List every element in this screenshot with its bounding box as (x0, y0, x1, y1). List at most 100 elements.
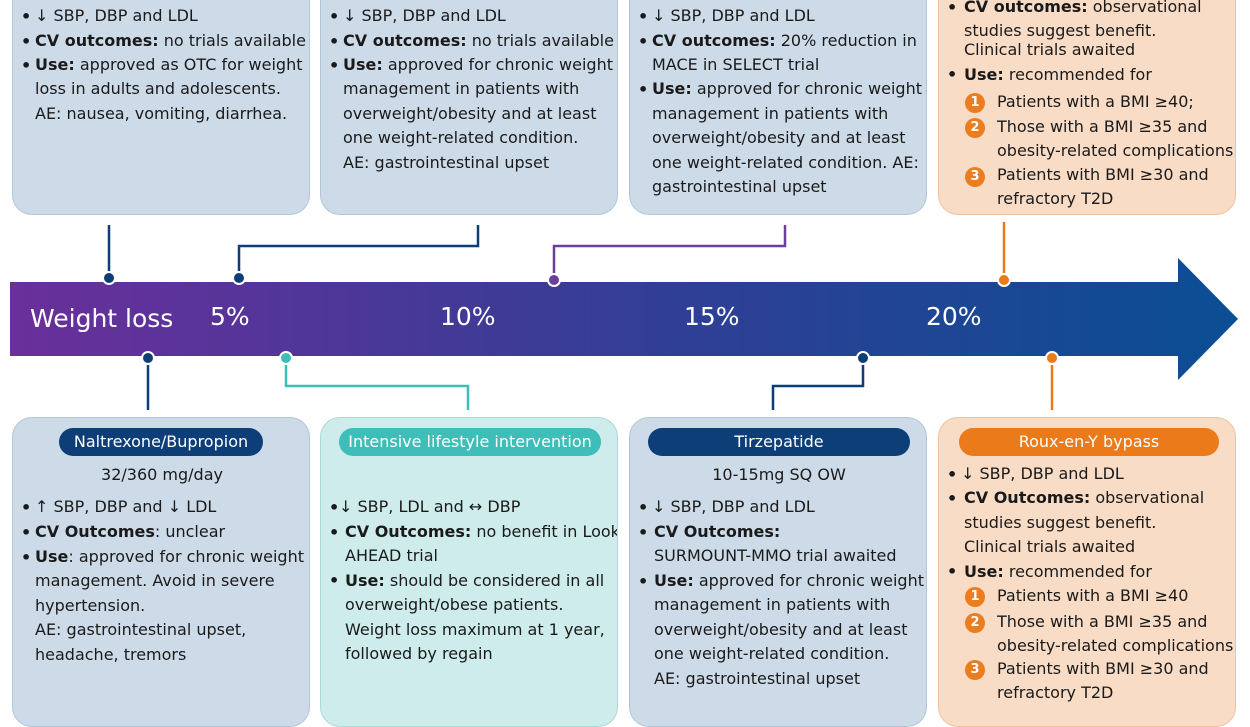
both-arrow-icon: ↔ (468, 497, 483, 516)
bottom-card-3-line-7: one weight-related condition. (654, 644, 890, 663)
down-arrow-icon: ↓ (652, 497, 666, 516)
bullet-icon: • (638, 32, 649, 51)
top-card-3-line-3: MACE in SELECT trial (652, 55, 820, 74)
bullet-icon: • (21, 32, 32, 51)
bottom-card-1-cv-text: : unclear (154, 522, 226, 541)
bottom-card-2-line-3: AHEAD trial (345, 546, 438, 565)
top-card-2-line-1: SBP, DBP and LDL (361, 6, 506, 25)
bottom-card-4-item-1: Patients with a BMI ≥40 (997, 586, 1189, 605)
bottom-card-4-line-4: Clinical trials awaited (964, 537, 1136, 556)
bottom-card-1-line-7: headache, tremors (35, 645, 187, 664)
top-card-4-item-1: Patients with a BMI ≥40; (997, 92, 1194, 111)
top-card-3-line-1: SBP, DBP and LDL (670, 6, 815, 25)
bullet-icon: • (947, 465, 958, 484)
connector-dot-top-4 (997, 273, 1011, 287)
bottom-card-4-line-1: SBP, DBP and LDL (979, 464, 1124, 483)
bottom-card-1-cv-label: CV Outcomes (35, 522, 155, 541)
number-3-icon: 3 (965, 167, 985, 187)
arrow-label-5pct: 5% (210, 302, 250, 331)
card-title-roux-en-y: Roux-en-Y bypass (959, 428, 1219, 456)
bullet-icon: • (638, 80, 649, 99)
bottom-card-1-line-1b: LDL (186, 497, 217, 516)
connector-dot-top-1 (102, 271, 116, 285)
top-card-1-line-1: SBP, DBP and LDL (53, 6, 198, 25)
top-card-3-line-7: one weight-related condition. AE: (652, 153, 919, 172)
top-card-4-use-text: recommended for (1003, 65, 1152, 84)
bullet-icon: • (947, 0, 958, 17)
number-2-icon: 2 (965, 613, 985, 633)
bottom-card-4-line-3: studies suggest benefit. (964, 513, 1157, 532)
top-card-1: • ↓ SBP, DBP and LDL • CV outcomes: no t… (12, 0, 310, 215)
top-card-3-line-8: gastrointestinal upset (652, 177, 827, 196)
bottom-card-4: Roux-en-Y bypass • ↓ SBP, DBP and LDL • … (938, 417, 1236, 727)
top-card-1-line-5: AE: nausea, vomiting, diarrhea. (35, 104, 288, 123)
top-card-3-use-label: Use: (652, 79, 692, 98)
bottom-card-4-use-text: recommended for (1003, 562, 1152, 581)
top-card-1-cv-label: CV outcomes: (35, 31, 159, 50)
bottom-card-4-use-label: Use: (964, 562, 1004, 581)
bullet-icon: • (21, 7, 32, 26)
arrow-label-10pct: 10% (440, 302, 496, 331)
bottom-card-2-line-5: overweight/obese patients. (345, 595, 564, 614)
number-1-icon: 1 (965, 93, 985, 113)
top-card-1-use-text: approved as OTC for weight (74, 55, 303, 74)
connector-dot-bottom-1 (141, 351, 155, 365)
top-card-4-item-3a: Patients with BMI ≥30 and (997, 165, 1209, 184)
top-card-2-line-5: overweight/obesity and at least (343, 104, 597, 123)
bottom-card-2-line-6: Weight loss maximum at 1 year, (345, 620, 605, 639)
card-title-intensive-lifestyle: Intensive lifestyle intervention (339, 428, 601, 456)
weight-loss-arrow (10, 258, 1238, 380)
bottom-card-2-use-label: Use: (345, 571, 385, 590)
bottom-card-4-item-2b: obesity-related complications (997, 636, 1234, 655)
bullet-icon: • (329, 523, 340, 542)
top-card-4-line-3: Clinical trials awaited (964, 40, 1136, 59)
bullet-icon: • (638, 7, 649, 26)
top-card-1-cv-text: no trials available (158, 31, 306, 50)
bottom-card-1-dose: 32/360 mg/day (101, 465, 223, 484)
bottom-card-2-line-7: followed by regain (345, 644, 493, 663)
number-1-icon: 1 (965, 587, 985, 607)
top-card-2-cv-text: no trials available (466, 31, 614, 50)
number-2-icon: 2 (965, 118, 985, 138)
up-arrow-icon: ↑ (35, 497, 49, 516)
top-card-2-line-7: AE: gastrointestinal upset (343, 153, 550, 172)
top-card-3-use-text: approved for chronic weight (691, 79, 922, 98)
top-card-3: • ↓ SBP, DBP and LDL • CV outcomes: 20% … (629, 0, 927, 215)
number-3-icon: 3 (965, 660, 985, 680)
bottom-card-2-line-1b: DBP (487, 497, 521, 516)
bottom-card-2-line-1a: SBP, LDL and (357, 497, 464, 516)
top-card-2-use-label: Use: (343, 55, 383, 74)
bullet-icon: • (947, 65, 958, 84)
bullet-icon: • (329, 498, 340, 517)
top-card-2-cv-label: CV outcomes: (343, 31, 467, 50)
connector-dot-bottom-2 (279, 351, 293, 365)
top-card-4-item-2b: obesity-related complications (997, 141, 1234, 160)
bottom-card-3-line-6: overweight/obesity and at least (654, 620, 908, 639)
connector-bottom-2 (284, 358, 470, 410)
bullet-icon: • (329, 571, 340, 590)
down-arrow-icon: ↓ (343, 6, 357, 25)
arrow-label-15pct: 15% (684, 302, 740, 331)
bottom-card-4-cv-text: observational (1090, 488, 1205, 507)
bullet-icon: • (947, 489, 958, 508)
bottom-card-2-cv-label: CV Outcomes: (345, 522, 472, 541)
connector-dot-bottom-4 (1045, 351, 1059, 365)
bottom-card-3-line-5: management in patients with (654, 595, 891, 614)
top-card-3-cv-text: 20% reduction in (775, 31, 917, 50)
arrow-label-weight-loss: Weight loss (30, 304, 174, 333)
bullet-icon: • (21, 56, 32, 75)
bottom-card-3-line-8: AE: gastrointestinal upset (654, 669, 861, 688)
bottom-card-4-cv-label: CV Outcomes: (964, 488, 1091, 507)
top-card-1-use-label: Use: (35, 55, 75, 74)
bullet-icon: • (329, 56, 340, 75)
top-card-4: • CV outcomes: observational studies sug… (938, 0, 1236, 215)
top-card-4-cv-text: observational (1087, 0, 1202, 16)
bullet-icon: • (21, 523, 32, 542)
bottom-card-1-use-text: : approved for chronic weight (68, 547, 304, 566)
bottom-card-1-use-label: Use (35, 547, 69, 566)
bottom-card-4-item-2a: Those with a BMI ≥35 and (997, 612, 1208, 631)
bottom-card-1-line-4: management. Avoid in severe (35, 571, 275, 590)
top-card-3-line-6: overweight/obesity and at least (652, 128, 906, 147)
card-title-tirzepatide: Tirzepatide (648, 428, 910, 456)
bottom-card-1-line-6: AE: gastrointestinal upset, (35, 620, 247, 639)
